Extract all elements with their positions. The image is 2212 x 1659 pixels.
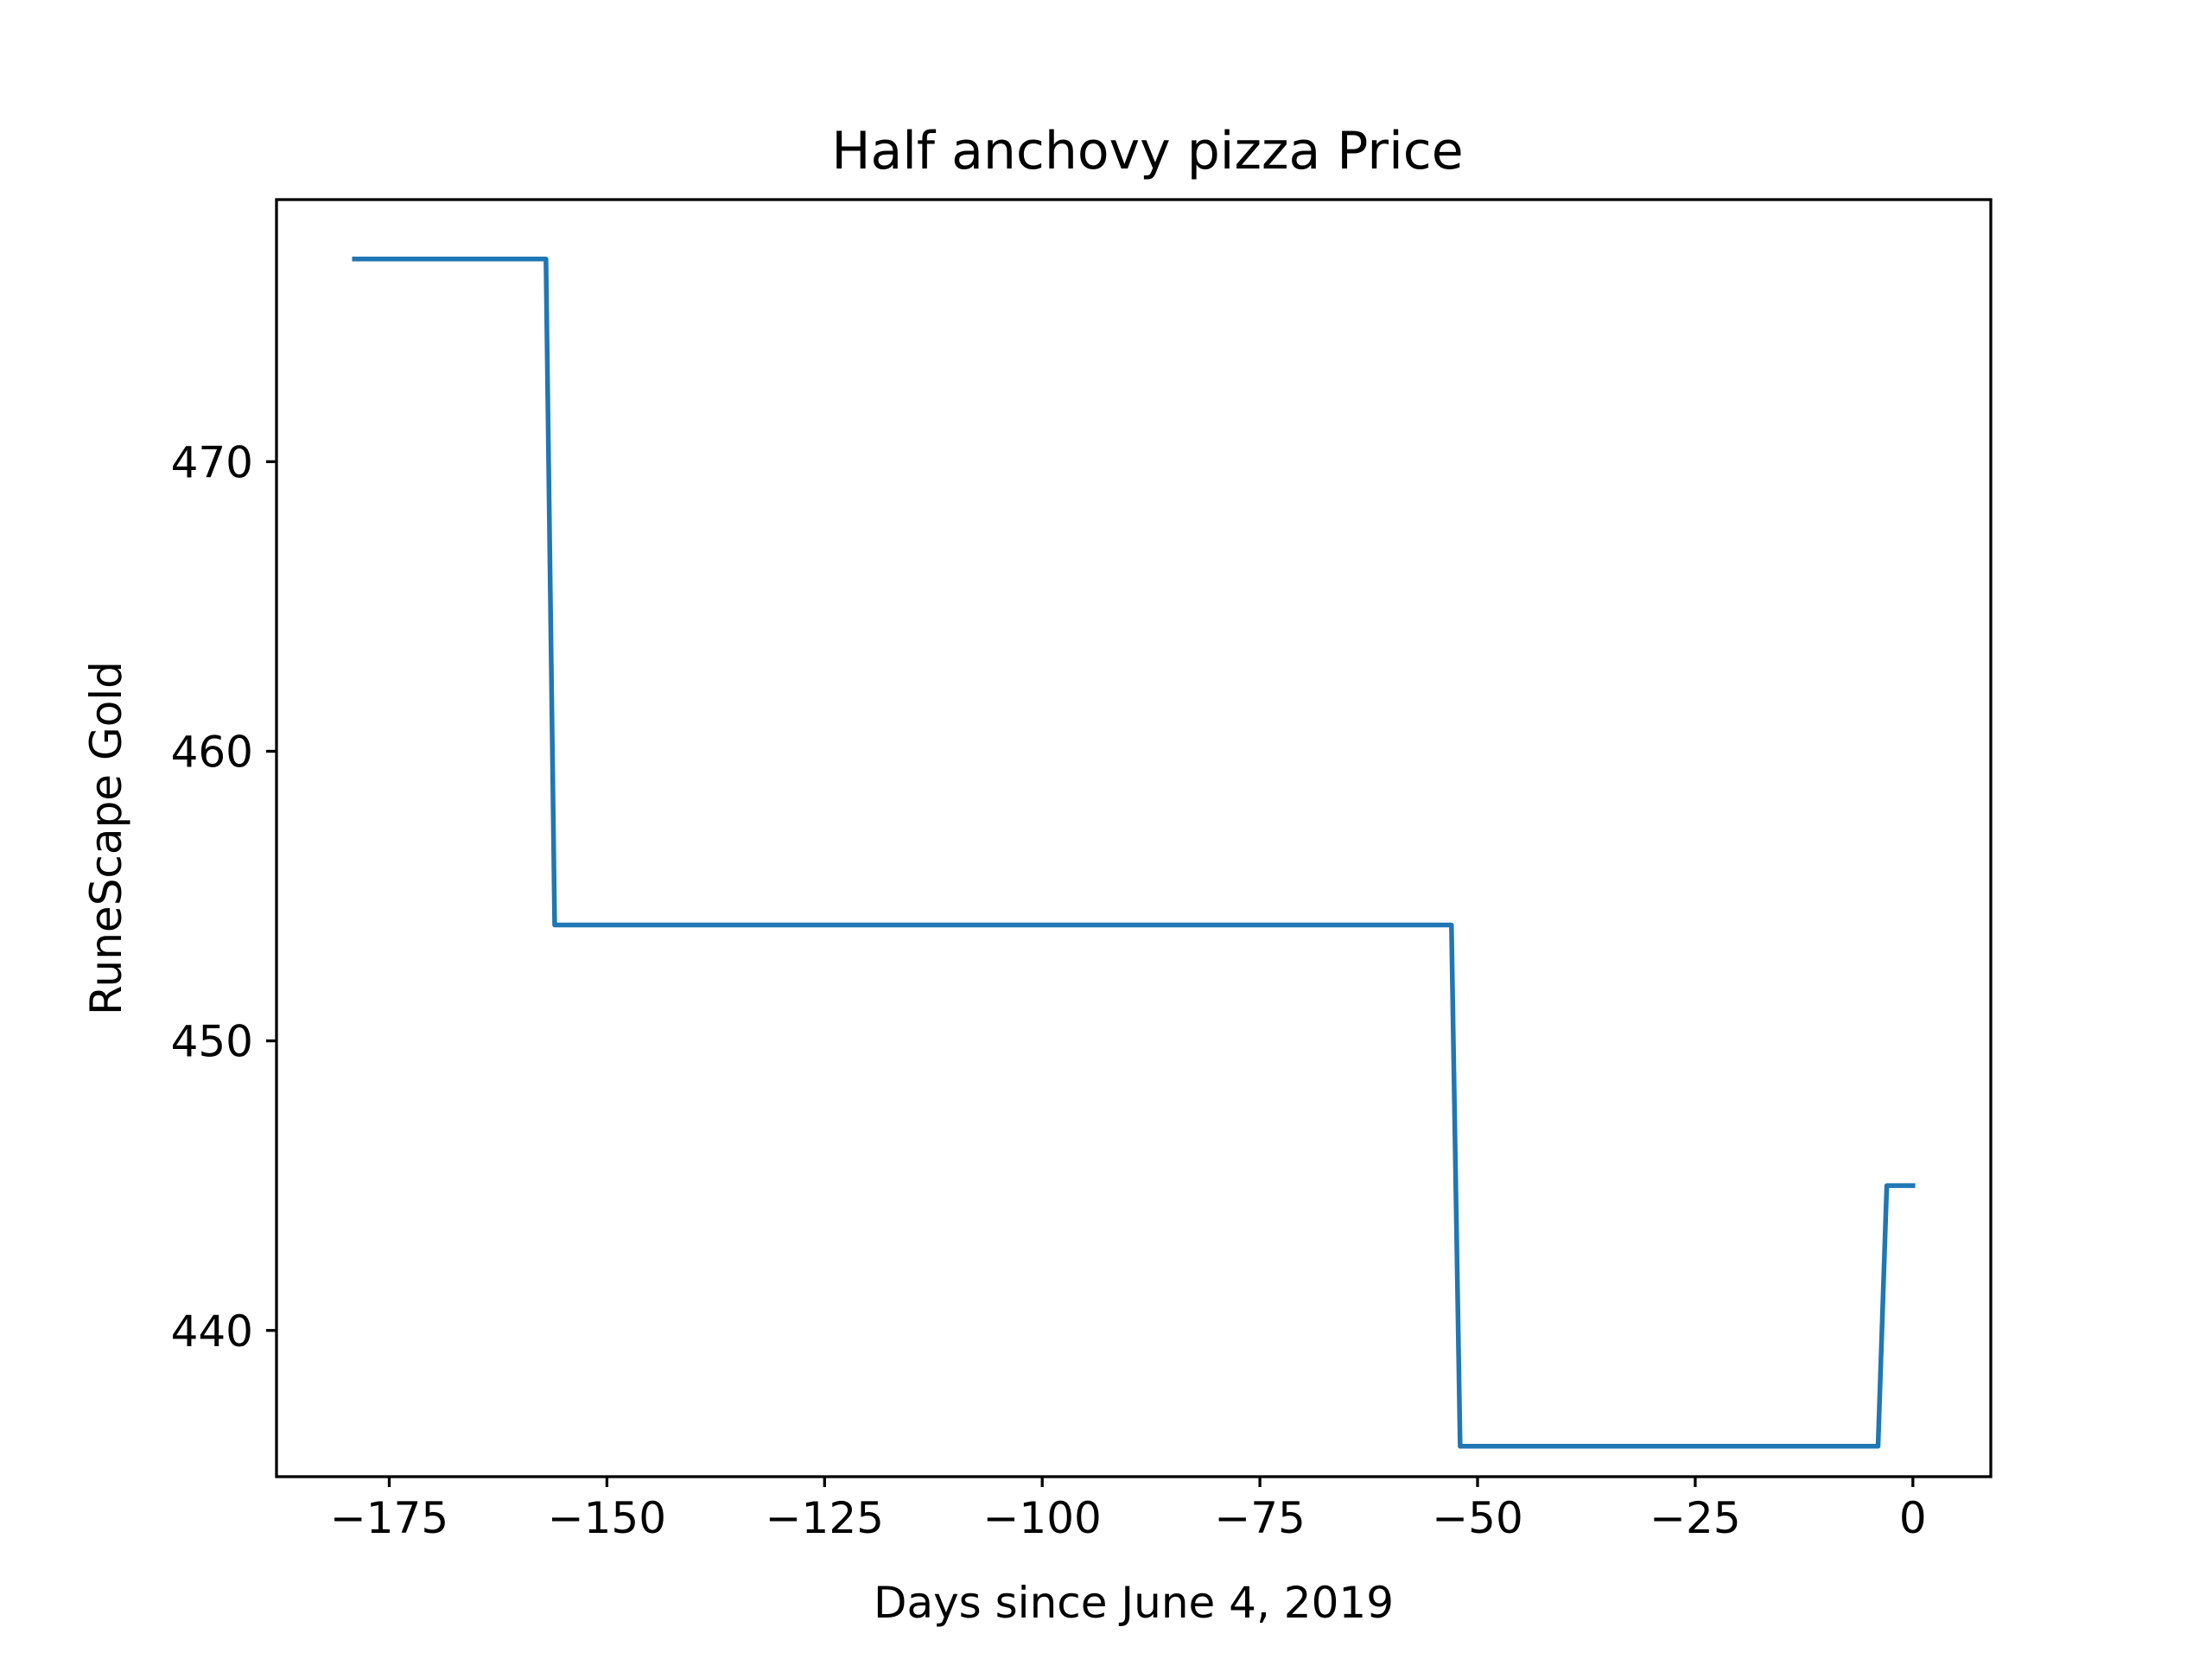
chart-title: Half anchovy pizza Price bbox=[831, 121, 1463, 181]
x-axis-label: Days since June 4, 2019 bbox=[874, 1578, 1394, 1628]
y-tick-label: 470 bbox=[171, 437, 253, 487]
x-tick-label: −175 bbox=[330, 1493, 448, 1543]
x-tick-label: 0 bbox=[1899, 1493, 1927, 1543]
plot-area bbox=[352, 256, 1916, 1449]
y-axis-label: RuneScape Gold bbox=[81, 661, 131, 1015]
x-tick-label: −100 bbox=[983, 1493, 1102, 1543]
x-tick-label: −25 bbox=[1649, 1493, 1741, 1543]
series-line-0 bbox=[352, 256, 1916, 1449]
y-tick-label: 450 bbox=[171, 1017, 253, 1067]
y-axis: 440 450 460 470 bbox=[171, 437, 276, 1357]
y-tick-label: 460 bbox=[171, 727, 253, 777]
axes-frame bbox=[275, 198, 1993, 1478]
x-tick-label: −125 bbox=[766, 1493, 884, 1543]
x-tick-label: −75 bbox=[1214, 1493, 1306, 1543]
x-tick-label: −50 bbox=[1432, 1493, 1523, 1543]
x-axis: −175 −150 −125 −100 −75 −50 −25 0 bbox=[330, 1477, 1927, 1543]
x-tick-label: −150 bbox=[548, 1493, 666, 1543]
y-tick-label: 440 bbox=[171, 1306, 253, 1357]
